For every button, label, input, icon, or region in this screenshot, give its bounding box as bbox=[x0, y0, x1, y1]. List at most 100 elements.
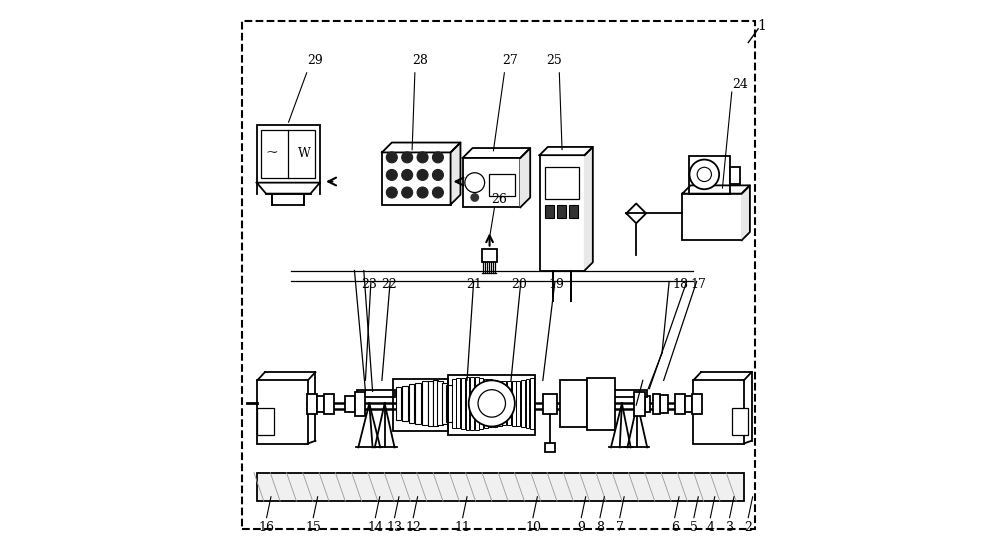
Bar bbox=[689, 156, 730, 194]
Bar bbox=[610, 390, 647, 397]
Polygon shape bbox=[257, 183, 320, 194]
Circle shape bbox=[386, 169, 397, 181]
Bar bbox=[475, 377, 479, 429]
Text: 25: 25 bbox=[546, 54, 562, 67]
Text: 27: 27 bbox=[502, 54, 518, 67]
Text: W: W bbox=[297, 147, 310, 160]
Bar bbox=[257, 473, 744, 501]
Text: 2: 2 bbox=[744, 521, 752, 534]
Circle shape bbox=[469, 380, 515, 427]
Bar bbox=[603, 384, 607, 423]
Bar bbox=[530, 378, 534, 429]
Text: 1: 1 bbox=[758, 19, 766, 33]
Bar bbox=[257, 125, 320, 183]
Bar bbox=[545, 443, 555, 452]
Bar bbox=[685, 396, 692, 412]
Bar bbox=[579, 383, 582, 424]
Polygon shape bbox=[742, 185, 750, 240]
Text: ~: ~ bbox=[265, 146, 278, 161]
Circle shape bbox=[417, 169, 428, 181]
Text: 13: 13 bbox=[387, 521, 403, 534]
Bar bbox=[484, 379, 488, 428]
Bar bbox=[730, 167, 740, 184]
Bar bbox=[606, 384, 610, 423]
Bar bbox=[433, 380, 438, 427]
Circle shape bbox=[689, 160, 719, 189]
Circle shape bbox=[417, 187, 428, 198]
Text: 15: 15 bbox=[305, 521, 321, 534]
Circle shape bbox=[386, 187, 397, 198]
Polygon shape bbox=[451, 142, 460, 205]
Bar bbox=[393, 379, 448, 431]
Text: 12: 12 bbox=[405, 521, 421, 534]
Bar bbox=[675, 394, 685, 415]
Text: 19: 19 bbox=[548, 278, 564, 291]
Bar bbox=[422, 381, 428, 426]
Bar bbox=[493, 380, 497, 427]
Text: 8: 8 bbox=[596, 521, 604, 534]
Bar bbox=[257, 380, 308, 443]
Bar bbox=[575, 383, 579, 424]
Bar bbox=[402, 385, 408, 421]
Circle shape bbox=[402, 187, 413, 198]
Bar bbox=[466, 377, 469, 429]
Bar bbox=[261, 130, 315, 178]
Polygon shape bbox=[682, 185, 750, 194]
Bar bbox=[415, 383, 421, 424]
Circle shape bbox=[386, 152, 397, 163]
Bar bbox=[448, 375, 535, 436]
Text: 11: 11 bbox=[455, 521, 471, 534]
Polygon shape bbox=[463, 148, 530, 158]
Bar bbox=[479, 378, 483, 429]
Text: 24: 24 bbox=[733, 78, 748, 92]
Text: 3: 3 bbox=[726, 521, 734, 534]
Bar bbox=[470, 377, 474, 430]
Bar bbox=[540, 155, 585, 270]
Bar bbox=[732, 408, 748, 436]
Bar bbox=[610, 385, 614, 422]
Circle shape bbox=[402, 152, 413, 163]
Bar bbox=[463, 158, 520, 208]
Bar bbox=[442, 383, 447, 424]
Circle shape bbox=[432, 169, 443, 181]
Bar bbox=[543, 394, 557, 415]
Bar bbox=[563, 383, 567, 424]
Bar bbox=[596, 383, 600, 424]
Bar bbox=[567, 383, 571, 424]
Bar bbox=[634, 392, 645, 416]
Text: 7: 7 bbox=[616, 521, 624, 534]
Text: 21: 21 bbox=[466, 278, 482, 291]
Text: 5: 5 bbox=[690, 521, 698, 534]
Bar bbox=[409, 384, 414, 423]
Bar bbox=[653, 394, 660, 415]
Bar bbox=[545, 167, 579, 199]
Bar bbox=[599, 383, 603, 424]
Bar bbox=[456, 379, 460, 428]
Bar bbox=[571, 383, 575, 424]
Text: 26: 26 bbox=[491, 193, 507, 205]
Text: 17: 17 bbox=[691, 278, 707, 291]
Bar bbox=[521, 380, 525, 427]
Text: 23: 23 bbox=[361, 278, 377, 291]
Bar bbox=[382, 152, 451, 205]
Bar bbox=[569, 205, 578, 219]
Bar bbox=[446, 385, 452, 422]
Bar bbox=[557, 205, 566, 219]
Bar bbox=[272, 194, 304, 205]
Bar bbox=[345, 396, 355, 412]
Text: 20: 20 bbox=[511, 278, 527, 291]
Circle shape bbox=[478, 390, 505, 417]
Bar bbox=[645, 396, 650, 412]
Circle shape bbox=[432, 152, 443, 163]
Bar bbox=[516, 381, 520, 426]
Bar bbox=[589, 381, 593, 426]
Bar bbox=[502, 381, 506, 426]
Bar bbox=[355, 392, 365, 416]
Bar bbox=[512, 381, 516, 426]
Polygon shape bbox=[540, 147, 593, 155]
Bar bbox=[582, 383, 586, 424]
Text: 28: 28 bbox=[412, 54, 428, 67]
Circle shape bbox=[471, 194, 479, 201]
Bar bbox=[660, 395, 668, 413]
Bar bbox=[482, 248, 497, 262]
